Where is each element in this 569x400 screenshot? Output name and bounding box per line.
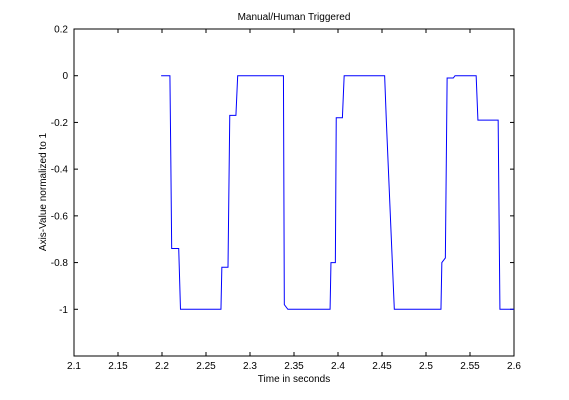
data-line	[161, 75, 514, 310]
x-tick-label: 2.15	[108, 361, 128, 372]
y-tick-label: -0.6	[51, 211, 69, 222]
x-tick-label: 2.45	[372, 361, 392, 372]
x-tick-label: 2.5	[419, 361, 433, 372]
x-tick-label: 2.35	[284, 361, 304, 372]
x-tick-label: 2.2	[155, 361, 169, 372]
x-axis-label: Time in seconds	[258, 374, 330, 385]
x-tick-label: 2.1	[67, 361, 81, 372]
x-tick-label: 2.6	[507, 361, 521, 372]
y-tick-label: -1	[59, 305, 68, 316]
y-tick-label: -0.8	[51, 258, 69, 269]
x-tick-label: 2.3	[243, 361, 257, 372]
y-tick-label: -0.2	[51, 118, 69, 129]
chart-title: Manual/Human Triggered	[238, 12, 351, 23]
y-tick-label: 0.2	[54, 25, 68, 36]
y-axis-label: Axis-Value normalized to 1	[38, 132, 49, 251]
x-tick-label: 2.4	[331, 361, 345, 372]
x-tick-label: 2.25	[196, 361, 216, 372]
y-tick-label: 0	[62, 71, 68, 82]
x-tick-label: 2.55	[460, 361, 480, 372]
y-tick-label: -0.4	[51, 165, 69, 176]
